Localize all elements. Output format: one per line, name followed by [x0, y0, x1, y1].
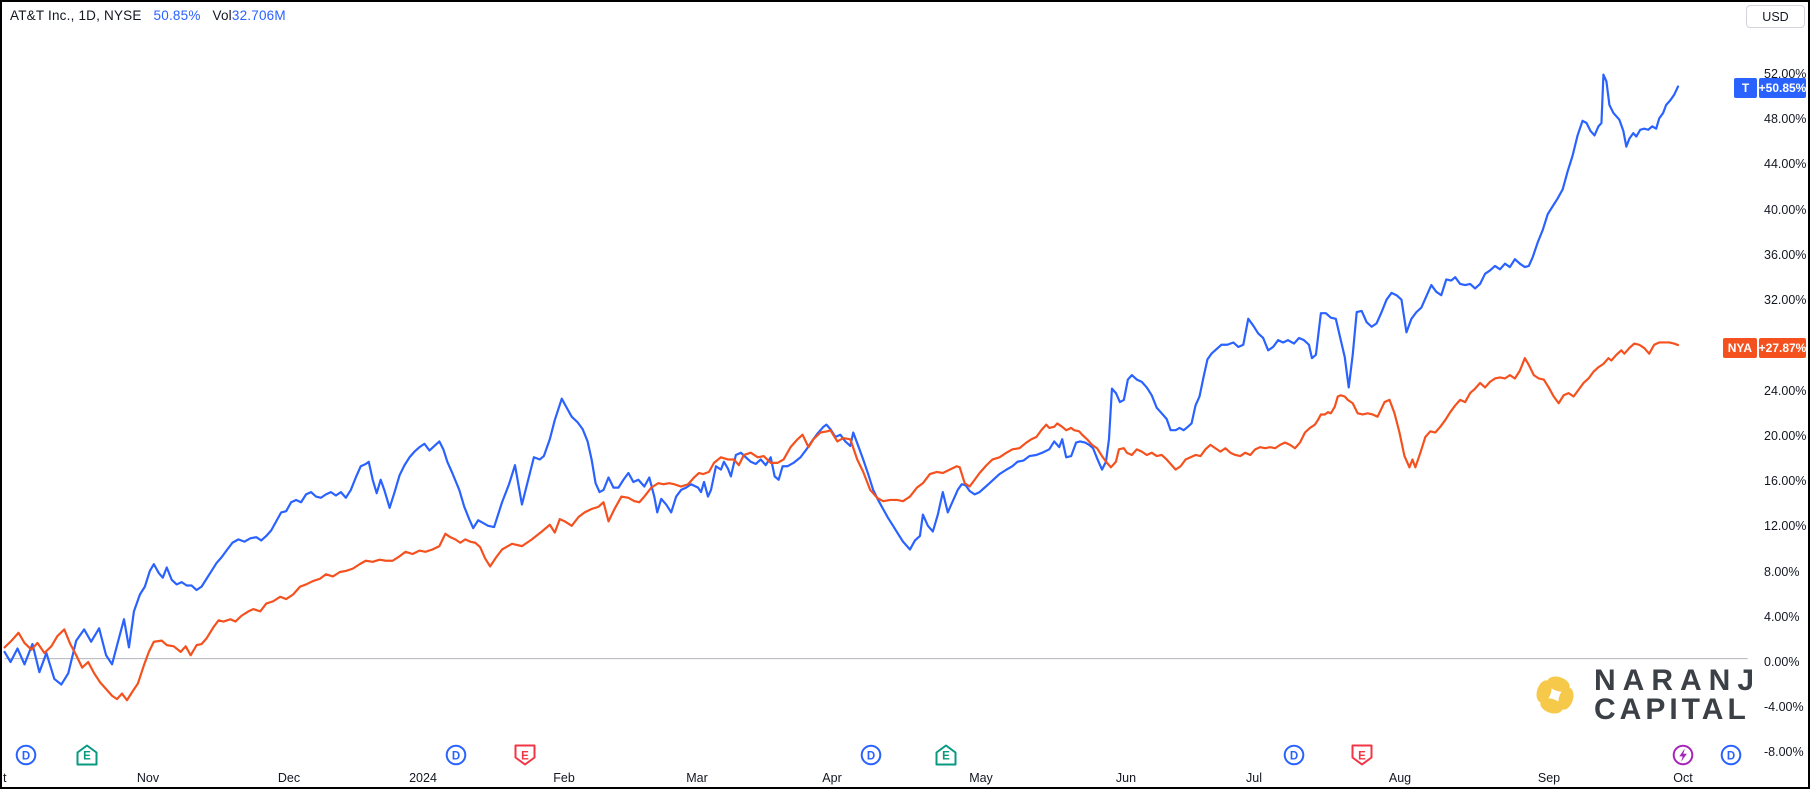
earnings-miss-marker-icon[interactable]: E — [1351, 744, 1373, 766]
y-axis-label: 16.00% — [1764, 474, 1807, 489]
chart-legend[interactable]: AT&T Inc., 1D, NYSE 50.85% Vol32.706M — [10, 8, 286, 23]
x-axis-label: May — [969, 771, 993, 785]
y-axis-label: 12.00% — [1764, 519, 1807, 534]
y-axis-label: 32.00% — [1764, 293, 1807, 308]
svg-text:E: E — [83, 750, 91, 762]
x-axis-label: t — [3, 771, 7, 785]
naranj-capital-watermark: NARANJ CAPITAL — [1530, 664, 1762, 726]
y-axis-label: 20.00% — [1764, 428, 1807, 443]
x-axis-label: Jun — [1115, 771, 1137, 785]
y-axis-label: 4.00% — [1764, 609, 1800, 624]
naranj-logo-icon — [1536, 676, 1574, 714]
x-axis-label: 2024 — [409, 771, 437, 785]
y-axis-label: 40.00% — [1764, 202, 1807, 217]
svg-text:D: D — [452, 750, 460, 762]
y-axis-label: 0.00% — [1764, 655, 1800, 669]
x-axis-label: Jul — [1246, 771, 1262, 785]
y-axis-label: 36.00% — [1764, 247, 1807, 262]
earnings-beat-marker-icon[interactable]: E — [76, 744, 98, 766]
t-symbol-chip: T — [1734, 78, 1757, 98]
symbol-title[interactable]: AT&T Inc., 1D, NYSE — [10, 8, 142, 23]
y-axis-label: 48.00% — [1764, 112, 1807, 127]
svg-text:E: E — [521, 750, 529, 762]
svg-text:E: E — [1358, 750, 1366, 762]
x-axis-label: Apr — [822, 771, 842, 785]
nya-symbol-chip: NYA — [1722, 338, 1757, 358]
y-axis-label: 8.00% — [1764, 564, 1800, 579]
x-axis-label: Mar — [686, 771, 708, 785]
svg-text:D: D — [22, 750, 30, 762]
watermark-text: NARANJ CAPITAL — [1594, 664, 1762, 726]
dividend-marker-icon[interactable]: D — [860, 744, 882, 766]
y-axis-label: 52.00% — [1764, 66, 1807, 81]
x-axis-label: Nov — [136, 771, 160, 785]
volume-value: 32.706M — [231, 8, 286, 23]
dividend-marker-icon[interactable]: D — [15, 744, 37, 766]
x-axis-label: Feb — [553, 771, 575, 785]
x-axis-label: Dec — [277, 771, 301, 785]
dividend-marker-icon[interactable]: D — [1283, 744, 1305, 766]
x-axis-label: Aug — [1388, 771, 1412, 785]
x-axis-label: Oct — [1673, 771, 1693, 785]
dividend-marker-icon[interactable]: D — [445, 744, 467, 766]
series-line-nya — [3, 341, 1680, 702]
svg-text:D: D — [1290, 750, 1298, 762]
svg-text:D: D — [1727, 750, 1735, 762]
svg-text:D: D — [867, 750, 875, 762]
earnings-miss-marker-icon[interactable]: E — [514, 744, 536, 766]
change-percent: 50.85% — [153, 8, 201, 23]
x-axis-label: Sep — [1537, 771, 1561, 785]
nya-last-value-badge: NYA +27.87% — [1722, 338, 1806, 358]
event-marker-icon[interactable] — [1672, 744, 1694, 766]
y-axis-label: 44.00% — [1764, 157, 1807, 172]
t-value-chip: +50.85% — [1759, 78, 1806, 98]
t-last-value-badge: T +50.85% — [1734, 78, 1806, 98]
currency-toggle-button[interactable]: USD — [1746, 5, 1805, 28]
nya-value-chip: +27.87% — [1759, 338, 1806, 358]
y-axis-label: -4.00% — [1764, 700, 1804, 715]
svg-text:E: E — [942, 750, 950, 762]
volume-label: Vol — [212, 8, 232, 23]
series-line-t — [3, 73, 1680, 686]
y-axis-label: -8.00% — [1764, 745, 1804, 760]
dividend-marker-icon[interactable]: D — [1720, 744, 1742, 766]
y-axis-label: 24.00% — [1764, 383, 1807, 398]
earnings-beat-marker-icon[interactable]: E — [935, 744, 957, 766]
